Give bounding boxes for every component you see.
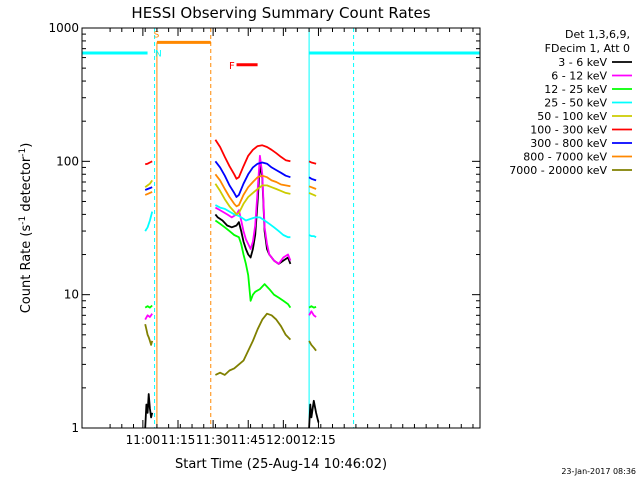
y-axis-label-main: Count Rate (s [19,225,34,314]
x-tick-label-2: 11:30 [196,433,231,447]
series-line-4-seg-2 [308,192,317,197]
series-line-8-seg-0 [144,323,154,346]
legend-entry-label-5: 100 - 300 keV [530,124,607,137]
x-tick-label-1: 11:15 [161,433,196,447]
legend-entry-label-0: 3 - 6 keV [558,56,607,69]
series-line-0-seg-0 [144,393,154,429]
plot-series [144,139,320,429]
y-axis-label: Count Rate (s-1 detector-1) [18,143,34,314]
x-tick-label-5: 12:15 [301,433,336,447]
plot-annotations: SN F [82,28,480,428]
legend-entry-label-4: 50 - 100 keV [537,110,607,123]
series-line-4-seg-1 [214,183,291,216]
series-line-6-seg-1 [214,160,291,198]
y-axis-label-sup1: -1 [18,216,28,225]
legend-entry-label-3: 25 - 50 keV [544,97,607,110]
series-line-1-seg-2 [308,310,317,318]
y-tick-label-3: 1000 [48,21,79,35]
y-axis-label-sup2: -1 [18,148,28,157]
legend-header-2: FDecim 1, Att 0 [545,42,630,55]
series-line-3-seg-1 [214,204,291,239]
series-line-5-seg-2 [308,160,317,165]
y-tick-label-0: 1 [71,421,79,435]
legend-entry-label-6: 300 - 800 keV [530,137,607,150]
y-tick-label-2: 100 [56,154,79,168]
series-line-1-seg-0 [144,313,153,321]
chart-title: HESSI Observing Summary Count Rates [131,4,430,22]
series-line-8-seg-1 [215,312,292,376]
series-line-6-seg-2 [308,176,317,182]
s-annotation-label: S [154,30,160,40]
series-line-3-seg-2 [308,234,317,239]
series-line-5-seg-1 [214,139,291,180]
legend-entry-label-2: 12 - 25 keV [544,83,607,96]
flare-annotation-label: F [229,61,235,72]
series-line-2-seg-1 [214,219,292,309]
series-line-4-seg-0 [144,179,153,188]
legend-entry-label-7: 800 - 7000 keV [523,151,607,164]
series-line-7-seg-2 [308,185,317,190]
y-axis-label-mid: detector [19,156,34,216]
x-tick-label-3: 11:45 [231,433,266,447]
series-line-6-seg-0 [144,186,153,191]
series-line-5-seg-0 [144,160,153,166]
series-line-0-seg-2 [308,399,320,429]
series-line-8-seg-2 [308,340,317,352]
series-line-1-seg-1 [214,154,292,265]
x-tick-label-0: 11:00 [126,433,161,447]
n-annotation-label: N [155,50,162,60]
x-ticks: 11:00 11:15 11:30 11:45 12:00 12:15 [109,28,474,447]
legend-header-1: Det 1,3,6,9, [565,28,630,41]
legend: Det 1,3,6,9, FDecim 1, Att 0 3 - 6 keV6 … [509,28,632,177]
series-line-7-seg-0 [144,191,153,196]
x-tick-label-4: 12:00 [266,433,301,447]
series-line-3-seg-0 [144,211,154,232]
series-line-2-seg-2 [308,305,317,309]
series-line-7-seg-1 [214,173,291,208]
y-axis-label-end: ) [19,143,34,148]
plot-frame [81,27,481,429]
legend-entry-label-8: 7000 - 20000 keV [509,164,607,177]
legend-entry-label-1: 6 - 12 keV [551,70,607,83]
y-ticks: 1 10 100 1000 [48,21,480,435]
x-axis-label: Start Time (25-Aug-14 10:46:02) [175,457,387,472]
series-line-2-seg-0 [144,304,153,309]
y-tick-label-1: 10 [64,288,79,302]
footer-date: 23-Jan-2017 08:36 [561,467,636,476]
